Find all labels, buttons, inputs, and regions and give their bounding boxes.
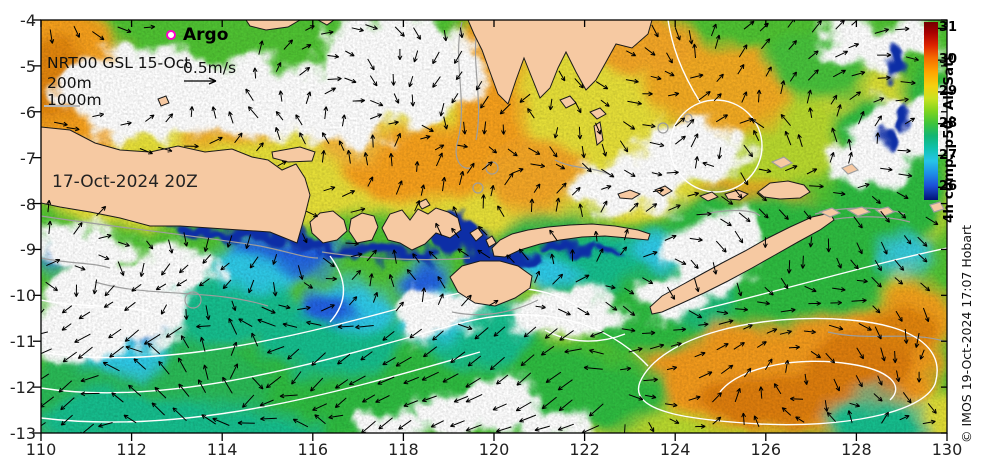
- y-tick-label: -10: [9, 286, 36, 306]
- x-tick-label: 120: [478, 440, 510, 459]
- x-tick-label: 130: [931, 440, 963, 459]
- x-tick-label: 114: [206, 440, 238, 459]
- colorbar-tick-label: 28: [939, 115, 958, 131]
- argo-label: Argo: [183, 25, 229, 45]
- x-tick-label: 118: [388, 440, 419, 459]
- current-scale-label: 0.5m/s: [183, 59, 237, 77]
- x-tick-label: 122: [569, 440, 600, 459]
- y-tick-label: -9: [20, 240, 36, 260]
- colorbar-title: 4h comp, p50, All Sats: [941, 52, 957, 223]
- argo-legend: Argo: [166, 25, 228, 45]
- contour-1000m-label: 1000m: [47, 91, 102, 109]
- x-tick-label: 112: [116, 440, 147, 459]
- y-tick-label: -13: [9, 424, 36, 443]
- credit-text: © IMOS 19-Oct-2024 17:07 Hobart: [959, 224, 974, 443]
- y-tick-label: -4: [20, 11, 36, 30]
- colorbar-tick-label: 30: [939, 52, 958, 68]
- x-tick-label: 126: [750, 440, 782, 459]
- y-tick-label: -12: [9, 378, 36, 398]
- x-tick-label: 110: [25, 440, 57, 459]
- timestamp-label: 17-Oct-2024 20Z: [52, 172, 198, 192]
- colorbar-tick-label: 27: [939, 147, 958, 163]
- model-run-label: NRT00 GSL 15-Oct: [47, 54, 191, 72]
- contour-200m-label: 200m: [47, 74, 92, 92]
- y-tick-label: -8: [20, 194, 36, 214]
- colorbar: [924, 22, 938, 200]
- x-tick-label: 124: [659, 440, 691, 459]
- y-tick-label: -7: [20, 148, 36, 168]
- contour-legend-line: [44, 105, 80, 107]
- colorbar-tick-label: 29: [939, 83, 958, 99]
- x-tick-label: 116: [297, 440, 329, 459]
- x-tick-label: 128: [841, 440, 872, 459]
- y-tick-label: -6: [20, 102, 36, 122]
- colorbar-tick-label: 31: [939, 20, 958, 36]
- y-tick-label: -5: [20, 56, 36, 76]
- y-tick-label: -11: [9, 332, 36, 352]
- argo-marker-icon: [166, 30, 176, 40]
- colorbar-tick-label: 26: [939, 179, 958, 195]
